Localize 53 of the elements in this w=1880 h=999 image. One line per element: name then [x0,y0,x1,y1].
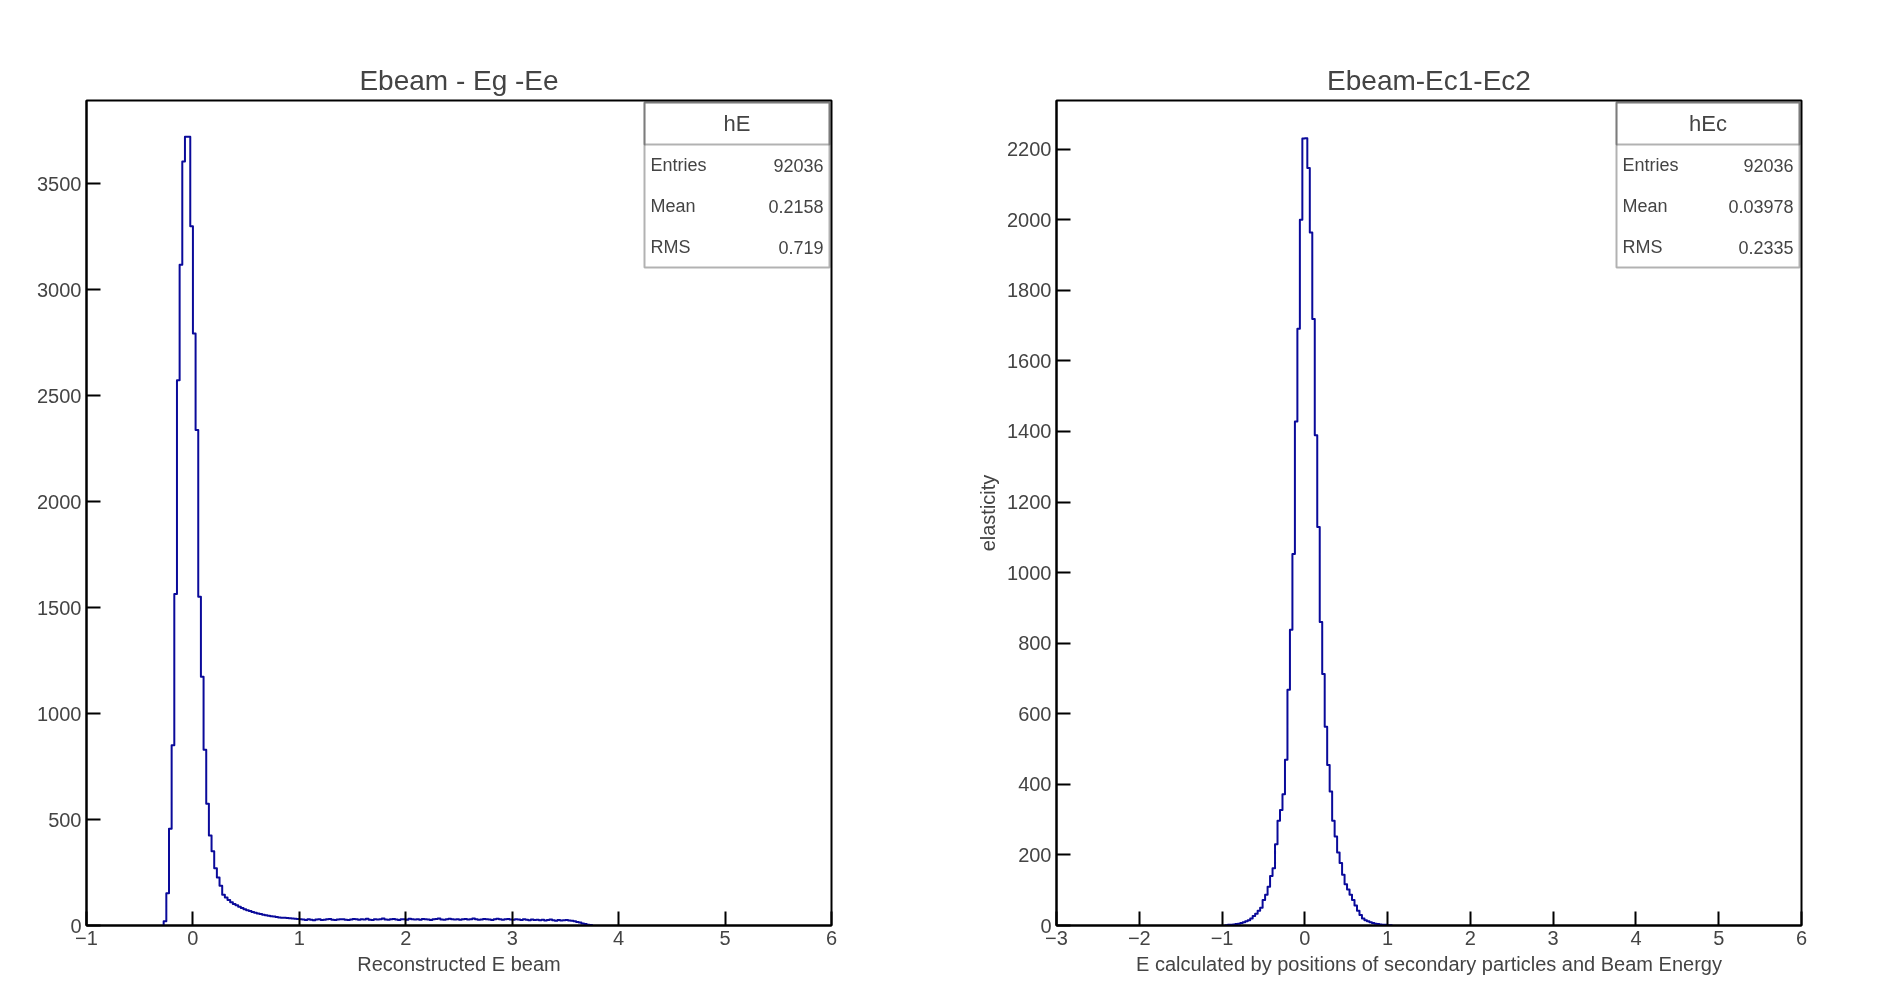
chart-title: Ebeam - Eg -Ee [359,64,559,96]
x-tick-label: 2 [400,926,412,949]
x-tick-label: 3 [1547,926,1559,949]
x-tick-label: 4 [613,926,625,949]
y-tick-label: 800 [1018,632,1052,655]
annotation: 0.03978 [1728,196,1794,217]
x-tick-label: 0 [1299,926,1311,949]
y-tick-label: 3500 [37,172,82,195]
y-tick-label: 1600 [1007,349,1052,372]
x-tick-label: −1 [1210,926,1234,949]
annotation: RMS [1622,237,1663,257]
x-tick-label: 3 [506,926,518,949]
y-tick-label: 600 [1018,702,1052,725]
x-tick-label: 1 [1382,926,1394,949]
y-tick-label: 3000 [37,278,82,301]
y-tick-label: 2200 [1007,138,1052,161]
x-tick-label: 2 [1464,926,1476,949]
y-tick-label: 500 [48,808,82,831]
x-tick-label: 0 [187,926,199,949]
annotation: 92036 [1743,155,1794,176]
y-tick-label: 2000 [37,490,82,513]
y-tick-label: 400 [1018,773,1052,796]
annotation: 0.2335 [1738,237,1794,258]
annotation: Entries [650,155,707,175]
chart-title: Ebeam-Ec1-Ec2 [1327,64,1531,96]
x-tick-label: −2 [1127,926,1151,949]
y-tick-label: 1000 [1007,561,1052,584]
x-tick-label: 6 [825,926,838,949]
annotation: Mean [1622,196,1668,216]
x-tick-label: 5 [719,926,731,949]
y-axis-title: elasticity [977,474,1000,552]
y-tick-label: 1500 [37,596,82,619]
y-tick-label: 2500 [37,384,82,407]
x-tick-label: 4 [1630,926,1642,949]
annotation: 0.719 [778,237,824,258]
y-tick-label: 1200 [1007,491,1052,514]
annotation: Mean [650,196,696,216]
y-tick-label: 1400 [1007,420,1052,443]
x-axis-title: E calculated by positions of secondary particles and Beam Energy [1136,952,1722,975]
y-tick-label: 1800 [1007,279,1052,302]
y-tick-label: 1000 [37,702,82,725]
x-axis-title: Reconstructed E beam [357,952,561,975]
annotation: hEc [1689,111,1727,136]
annotation: 92036 [773,155,824,176]
y-tick-label: 2000 [1007,208,1052,231]
x-tick-label: 6 [1795,926,1808,949]
x-tick-label: 1 [293,926,305,949]
annotation: Entries [1622,155,1679,175]
annotation: 0.2158 [768,196,824,217]
x-tick-label: 5 [1713,926,1725,949]
y-tick-label: 200 [1018,843,1052,866]
annotation: hE [723,111,751,136]
annotation: RMS [650,237,691,257]
